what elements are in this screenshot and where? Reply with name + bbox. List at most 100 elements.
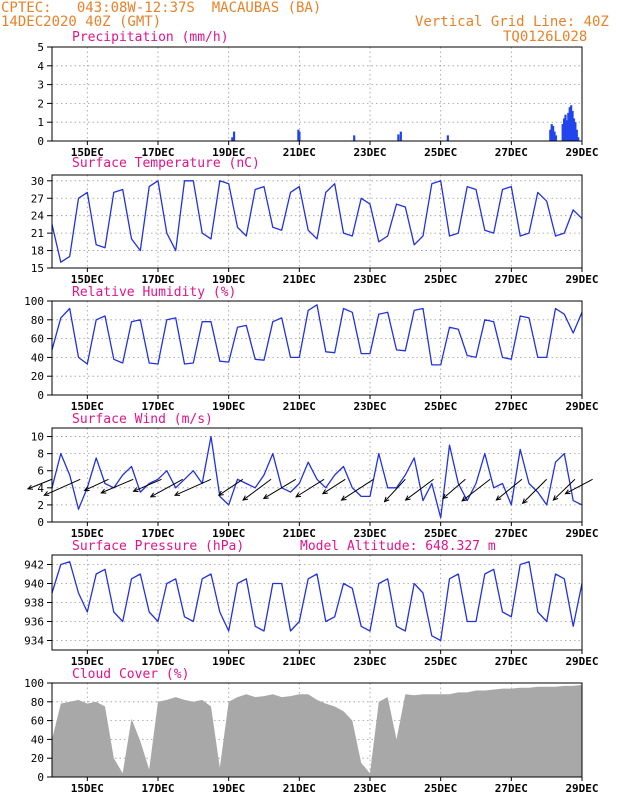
wind-arrow-head xyxy=(383,496,390,503)
panel-title-pressure: Surface Pressure (hPa) xyxy=(72,539,244,554)
y-tick-label: 100 xyxy=(24,295,44,308)
precip-bar xyxy=(552,125,555,141)
x-tick-label: 17DEC xyxy=(141,273,174,286)
x-tick-label: 25DEC xyxy=(424,273,457,286)
x-tick-label: 29DEC xyxy=(565,655,598,668)
precip-bar xyxy=(353,135,356,141)
y-tick-label: 936 xyxy=(24,616,44,629)
y-tick-label: 1 xyxy=(37,116,44,129)
x-tick-label: 17DEC xyxy=(141,782,174,795)
temp-series-line xyxy=(51,180,583,263)
x-tick-label: 15DEC xyxy=(71,655,104,668)
precip-bar xyxy=(399,131,402,141)
panel-frame xyxy=(51,174,583,269)
wind-arrow-head xyxy=(461,496,468,502)
wind-arrow-shaft xyxy=(263,478,297,499)
x-tick-label: 17DEC xyxy=(141,655,174,668)
wind-arrow-shaft xyxy=(150,478,183,498)
wind-arrow-head xyxy=(564,489,571,495)
y-tick-label: 24 xyxy=(31,210,45,223)
wind-arrow-head xyxy=(26,484,34,490)
precip-bar xyxy=(564,114,567,141)
wind-arrow-head xyxy=(43,491,50,496)
wind-arrow-head xyxy=(521,498,528,505)
precip-bar xyxy=(446,135,449,141)
x-tick-label: 15DEC xyxy=(71,400,104,413)
wind-arrow-shaft xyxy=(84,478,109,491)
wind-arrow-head xyxy=(404,495,411,501)
x-tick-label: 29DEC xyxy=(565,146,598,159)
wind-arrow-shaft xyxy=(442,478,466,499)
x-tick-label: 25DEC xyxy=(424,782,457,795)
header-line-1: CPTEC: 043:08W-12:37S MACAUBAS (BA) xyxy=(1,0,322,16)
y-tick-label: 0 xyxy=(37,135,44,148)
precip-bar xyxy=(550,124,553,141)
x-tick-label: 27DEC xyxy=(495,273,528,286)
x-tick-label: 17DEC xyxy=(141,527,174,540)
x-tick-label: 21DEC xyxy=(283,146,316,159)
y-tick-label: 21 xyxy=(31,227,44,240)
x-tick-label: 27DEC xyxy=(495,146,528,159)
x-tick-label: 15DEC xyxy=(71,146,104,159)
x-tick-label: 21DEC xyxy=(283,655,316,668)
y-tick-label: 10 xyxy=(31,431,44,444)
y-tick-label: 942 xyxy=(24,559,44,572)
wind-arrow-shaft xyxy=(218,478,244,496)
panel-title-temp: Surface Temperature (nC) xyxy=(72,156,260,171)
y-tick-label: 18 xyxy=(31,245,44,258)
y-tick-label: 80 xyxy=(31,314,44,327)
x-tick-label: 19DEC xyxy=(212,527,245,540)
panel-frame xyxy=(51,300,583,396)
y-tick-label: 0 xyxy=(37,389,44,402)
y-tick-label: 40 xyxy=(31,733,44,746)
y-tick-label: 60 xyxy=(31,715,44,728)
panel-frame xyxy=(51,682,583,778)
x-tick-label: 19DEC xyxy=(212,782,245,795)
wind-arrow-head xyxy=(295,492,302,498)
x-tick-label: 21DEC xyxy=(283,782,316,795)
x-tick-label: 15DEC xyxy=(71,273,104,286)
wind-arrow-head xyxy=(442,493,448,500)
wind-arrow-head xyxy=(552,495,559,501)
model-altitude: Model Altitude: 648.327 m xyxy=(300,539,496,554)
x-tick-label: 17DEC xyxy=(141,400,174,413)
wind-arrow-head xyxy=(495,495,502,501)
x-tick-label: 23DEC xyxy=(353,527,386,540)
x-tick-label: 25DEC xyxy=(424,655,457,668)
precip-bar xyxy=(553,131,556,141)
panel-title-wind: Surface Wind (m/s) xyxy=(72,412,213,427)
wind-arrow-head xyxy=(173,491,181,496)
vertical-grid-note: Vertical Grid Line: 40Z xyxy=(415,14,609,30)
wind-arrow-shaft xyxy=(101,478,134,494)
wind-arrow-shaft xyxy=(405,478,434,501)
wind-arrow-head xyxy=(149,492,156,498)
x-tick-label: 19DEC xyxy=(212,273,245,286)
x-tick-label: 19DEC xyxy=(212,655,245,668)
wind-arrow-shaft xyxy=(461,478,491,502)
y-tick-label: 0 xyxy=(37,771,44,784)
wind-arrow-shaft xyxy=(322,478,346,495)
x-tick-label: 29DEC xyxy=(565,400,598,413)
wind-arrow-shaft xyxy=(44,478,81,496)
x-tick-label: 27DEC xyxy=(495,655,528,668)
y-tick-label: 2 xyxy=(37,97,44,110)
wind-arrow-head xyxy=(132,487,139,492)
panel-temp: 15 18 21 24 27 30 15DEC 17DEC 19DEC 21DEC 23DEC 25D… xyxy=(31,156,599,286)
panel-title-precip: Precipitation (mm/h) xyxy=(72,30,229,45)
y-tick-label: 0 xyxy=(37,516,44,529)
precip-bar xyxy=(565,120,569,141)
wind-arrow-shaft xyxy=(341,478,374,501)
panel-title-rh: Relative Humidity (%) xyxy=(72,285,236,300)
rh-series-line xyxy=(51,304,583,366)
model-code: TQ0126L028 xyxy=(503,29,588,45)
x-tick-label: 19DEC xyxy=(212,400,245,413)
wind-arrow-head xyxy=(321,489,328,495)
x-tick-label: 23DEC xyxy=(353,655,386,668)
precip-bar xyxy=(568,107,571,141)
panel-title-cloud: Cloud Cover (%) xyxy=(72,667,189,682)
precip-bar xyxy=(554,135,558,141)
precip-bar xyxy=(561,124,564,141)
y-tick-label: 40 xyxy=(31,351,44,364)
wind-arrow-shaft xyxy=(565,478,593,495)
